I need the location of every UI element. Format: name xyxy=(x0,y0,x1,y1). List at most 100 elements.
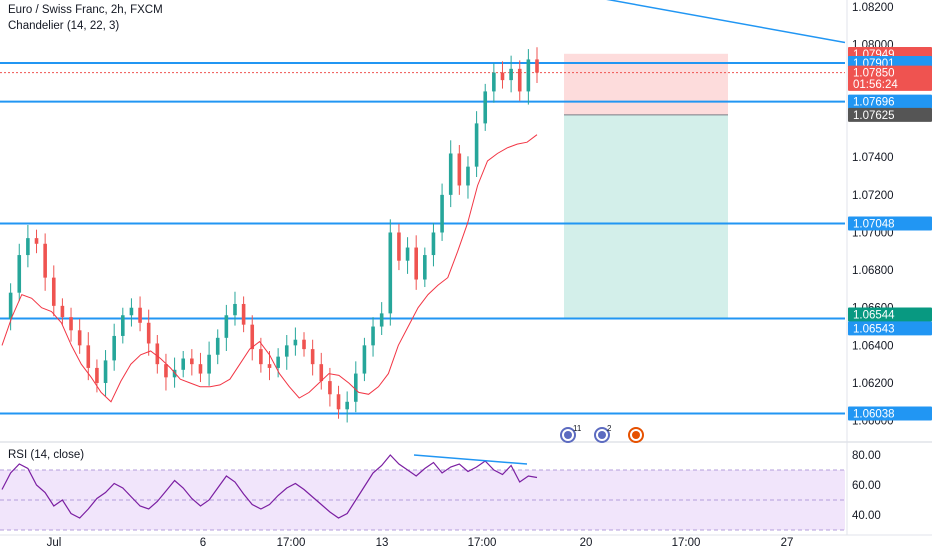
rsi-line[interactable] xyxy=(1,454,538,519)
candle xyxy=(34,238,39,244)
candle xyxy=(86,345,91,368)
candle xyxy=(362,345,367,374)
candle xyxy=(414,247,418,280)
time-tick-label: 27 xyxy=(781,537,794,549)
price-tag[interactable] xyxy=(848,307,932,322)
price-tag-label: 1.06544 xyxy=(853,310,895,322)
price-tag-label: 1.06543 xyxy=(853,323,895,335)
candle xyxy=(319,364,324,382)
rsi-label[interactable]: RSI (14, close) xyxy=(8,449,85,461)
time-tick-label: 17:00 xyxy=(277,537,306,549)
price-tick-label: 1.06400 xyxy=(852,340,894,352)
candle xyxy=(155,343,160,365)
time-tick-label: Jul xyxy=(47,537,62,549)
candle xyxy=(172,369,177,378)
candle xyxy=(198,364,203,374)
price-tag-label: 01:56:24 xyxy=(853,79,898,91)
candle xyxy=(397,232,401,261)
price-tick-label: 1.08200 xyxy=(852,2,894,14)
candle xyxy=(138,307,142,323)
candle xyxy=(405,247,410,261)
candle xyxy=(302,339,306,350)
price-tag[interactable] xyxy=(848,65,932,80)
candle xyxy=(466,166,470,186)
price-tick-label: 1.06800 xyxy=(852,265,894,277)
price-tag-label: 1.07696 xyxy=(853,97,895,109)
candle xyxy=(336,394,341,410)
rsi-tick-label: 60.00 xyxy=(852,480,881,492)
candle xyxy=(164,364,168,378)
price-tag[interactable] xyxy=(848,216,932,231)
candle xyxy=(440,194,444,233)
candle xyxy=(43,243,47,278)
candle xyxy=(77,330,82,346)
rsi-divergence-line[interactable] xyxy=(413,454,528,465)
candle xyxy=(353,373,358,402)
price-tick-label: 1.06200 xyxy=(852,378,894,390)
candle xyxy=(69,317,73,331)
candle xyxy=(293,339,298,346)
price-tag[interactable] xyxy=(848,406,932,421)
indicator-label[interactable]: Chandelier (14, 22, 3) xyxy=(8,20,120,32)
price-tag[interactable] xyxy=(848,321,932,336)
price-tag[interactable] xyxy=(848,107,932,122)
candle xyxy=(379,313,384,327)
candle xyxy=(26,238,30,256)
candle xyxy=(146,322,151,344)
candle xyxy=(60,305,65,318)
candle xyxy=(267,364,272,368)
candle xyxy=(345,401,349,410)
candle xyxy=(121,315,125,336)
candle xyxy=(259,349,263,365)
price-tick-label: 1.07400 xyxy=(852,152,894,164)
candle xyxy=(129,307,134,316)
event-flag-count: 11 xyxy=(573,424,582,433)
time-tick-label: 17:00 xyxy=(672,537,701,549)
rsi-tick-label: 80.00 xyxy=(852,450,881,462)
price-tag-label: 1.07048 xyxy=(853,218,895,230)
candle xyxy=(103,360,108,383)
candle xyxy=(517,68,522,92)
time-tick-label: 20 xyxy=(580,537,593,549)
candle xyxy=(95,367,99,383)
candle xyxy=(448,153,453,195)
candle xyxy=(423,255,427,280)
price-tag-label: 1.07625 xyxy=(853,110,895,122)
price-tag[interactable] xyxy=(848,76,932,91)
candle xyxy=(276,356,280,368)
trendline[interactable] xyxy=(492,0,846,44)
candle xyxy=(509,68,513,81)
candle xyxy=(328,381,332,395)
candle xyxy=(474,123,479,167)
time-tick-label: 17:00 xyxy=(468,537,497,549)
candle xyxy=(233,303,237,316)
candle xyxy=(388,232,393,314)
candle xyxy=(241,303,246,325)
candle xyxy=(215,337,220,355)
time-tick-label: 13 xyxy=(376,537,389,549)
event-flag-icon-dot xyxy=(598,431,606,439)
candle xyxy=(250,324,255,350)
event-flag-icon-dot xyxy=(564,431,572,439)
target-zone[interactable] xyxy=(564,114,728,319)
candle xyxy=(526,59,531,92)
candle xyxy=(483,91,488,124)
chandelier-line[interactable] xyxy=(1,134,538,403)
price-tag[interactable] xyxy=(848,94,932,109)
event-flag-count: 2 xyxy=(607,424,612,433)
candle xyxy=(500,72,505,81)
candle xyxy=(492,72,496,92)
candle xyxy=(181,358,186,370)
candle xyxy=(224,315,229,338)
candle xyxy=(284,345,289,357)
time-tick-label: 6 xyxy=(200,537,206,549)
symbol-title[interactable]: Euro / Swiss Franc, 2h, FXCM xyxy=(8,4,163,16)
candle xyxy=(8,292,13,320)
candle xyxy=(207,354,211,374)
price-tick-label: 1.07200 xyxy=(852,190,894,202)
candle xyxy=(535,59,539,73)
candle xyxy=(51,277,56,306)
price-tick-label: 1.07000 xyxy=(852,227,894,239)
